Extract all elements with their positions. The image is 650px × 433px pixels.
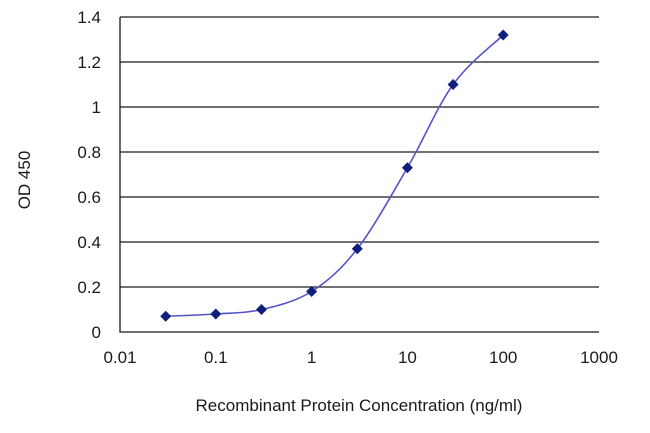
x-axis-title: Recombinant Protein Concentration (ng/ml… bbox=[196, 396, 523, 415]
y-axis-title: OD 450 bbox=[15, 151, 34, 210]
data-point bbox=[351, 243, 363, 255]
y-tick-label: 0.4 bbox=[77, 233, 101, 252]
data-point bbox=[210, 308, 222, 320]
data-points-layer bbox=[160, 29, 509, 322]
grid-layer bbox=[120, 16, 599, 288]
data-point bbox=[256, 304, 268, 315]
x-tick-label: 1 bbox=[307, 348, 316, 367]
x-tick-label: 0.1 bbox=[204, 348, 228, 367]
x-tick-labels: 0.01 0.1 1 10 100 1000 bbox=[103, 348, 617, 367]
x-tick-label: 10 bbox=[398, 348, 417, 367]
y-tick-label: 1.4 bbox=[77, 8, 101, 27]
data-point bbox=[497, 29, 509, 41]
data-point bbox=[447, 79, 459, 90]
y-tick-label: 0.2 bbox=[77, 278, 101, 297]
axes-layer bbox=[119, 17, 599, 333]
data-point bbox=[306, 286, 318, 297]
axis-frame bbox=[119, 17, 599, 333]
y-tick-label: 0.8 bbox=[77, 143, 101, 162]
y-tick-labels: 0 0.2 0.4 0.6 0.8 1 1.2 1.4 bbox=[77, 8, 101, 342]
x-tick-label: 100 bbox=[489, 348, 517, 367]
y-tick-label: 0 bbox=[92, 323, 101, 342]
y-tick-label: 1 bbox=[92, 98, 101, 117]
y-tick-label: 1.2 bbox=[77, 53, 101, 72]
x-tick-label: 1000 bbox=[580, 348, 618, 367]
data-point bbox=[160, 310, 172, 322]
fit-curve-layer bbox=[165, 34, 504, 318]
data-point bbox=[401, 162, 413, 174]
fit-curve bbox=[165, 34, 504, 318]
y-tick-label: 0.6 bbox=[77, 188, 101, 207]
x-tick-label: 0.01 bbox=[103, 348, 136, 367]
